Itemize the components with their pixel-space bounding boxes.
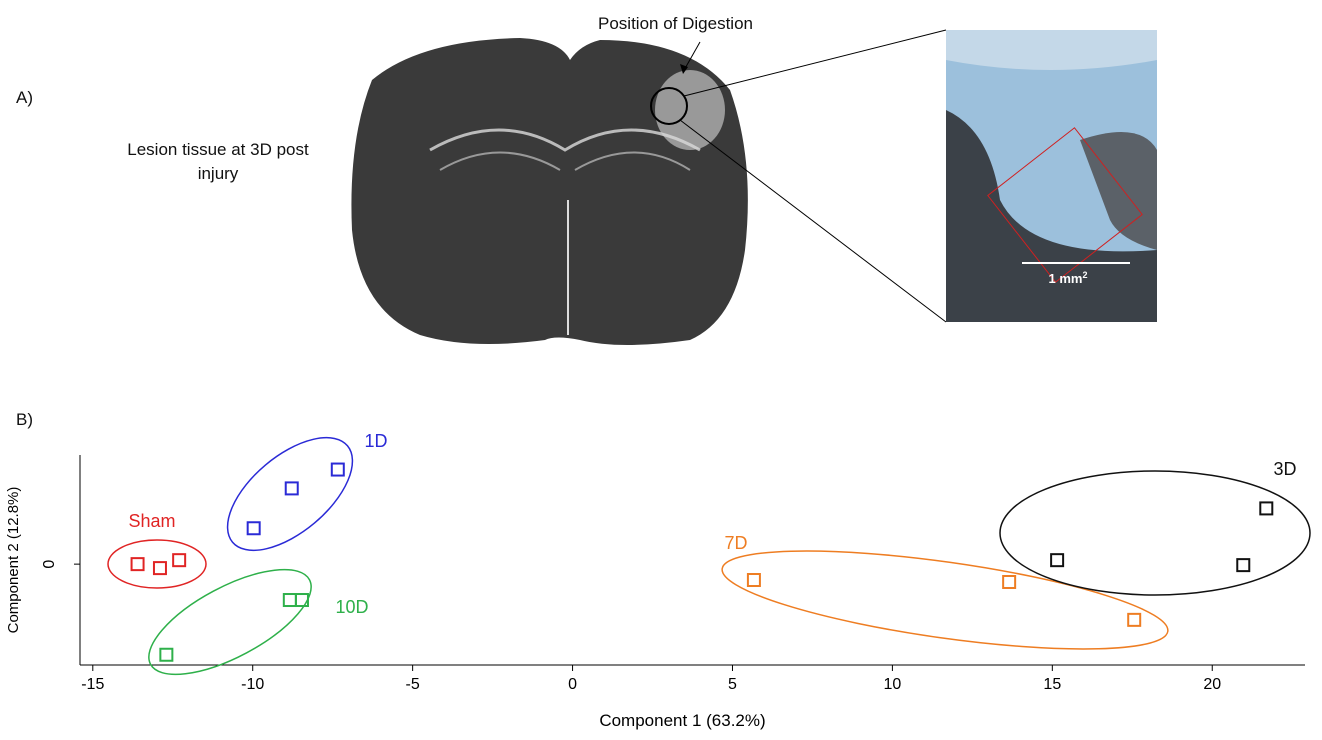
point [296, 594, 308, 606]
group-label: 7D [724, 533, 747, 553]
panel-label: A) [16, 88, 33, 108]
point [748, 574, 760, 586]
x-axis-label: Component 1 (63.2%) [599, 711, 765, 730]
x-tick-label: 0 [568, 676, 577, 693]
panel-label: B) [16, 410, 33, 430]
scale-label: 1 mm2 [1049, 270, 1088, 286]
scale-sup: 2 [1082, 270, 1087, 280]
point [173, 554, 185, 566]
group-label: 3D [1273, 459, 1296, 479]
point [1003, 576, 1015, 588]
group-label: 1D [364, 431, 387, 451]
group-ellipse [134, 549, 326, 695]
lesion-area [655, 70, 725, 150]
x-tick-label: 10 [884, 676, 902, 693]
point [1051, 554, 1063, 566]
y-tick-label: 0 [41, 560, 58, 569]
point [284, 594, 296, 606]
point [154, 562, 166, 574]
caption: Lesion tissue at 3D post injury [118, 138, 318, 186]
figure: 1 mm2 -15 -10 -5 0 5 10 15 20 0 Component 1 (63.2… [0, 0, 1322, 740]
y-axis-label: Component 2 (12.8%) [5, 487, 22, 634]
point [332, 464, 344, 476]
scale-text: 1 mm [1049, 271, 1083, 286]
inset-texture [946, 30, 1157, 70]
x-tick-label: 5 [728, 676, 737, 693]
group-label: 10D [335, 597, 368, 617]
zoom-line [684, 30, 946, 96]
point [248, 522, 260, 534]
page: 1 mm2 -15 -10 -5 0 5 10 15 20 0 Component 1 (63.2… [0, 0, 1322, 740]
x-tick-label: 15 [1043, 676, 1061, 693]
point [160, 649, 172, 661]
point [286, 482, 298, 494]
annotation: Position of Digestion [598, 14, 753, 34]
x-tick-label: 20 [1203, 676, 1221, 693]
point [1128, 614, 1140, 626]
x-tick-label: -15 [81, 676, 104, 693]
group-ellipse [108, 540, 206, 588]
x-tick-label: -5 [406, 676, 420, 693]
group-ellipse [1000, 471, 1310, 595]
group-ellipse [717, 531, 1173, 669]
scatter-chart: -15 -10 -5 0 5 10 15 20 0 Component 1 (63.2%) Comp… [5, 417, 1310, 730]
point [1237, 559, 1249, 571]
group-label: Sham [128, 511, 175, 531]
point [1260, 502, 1272, 514]
x-tick-label: -10 [241, 676, 264, 693]
point [132, 558, 144, 570]
